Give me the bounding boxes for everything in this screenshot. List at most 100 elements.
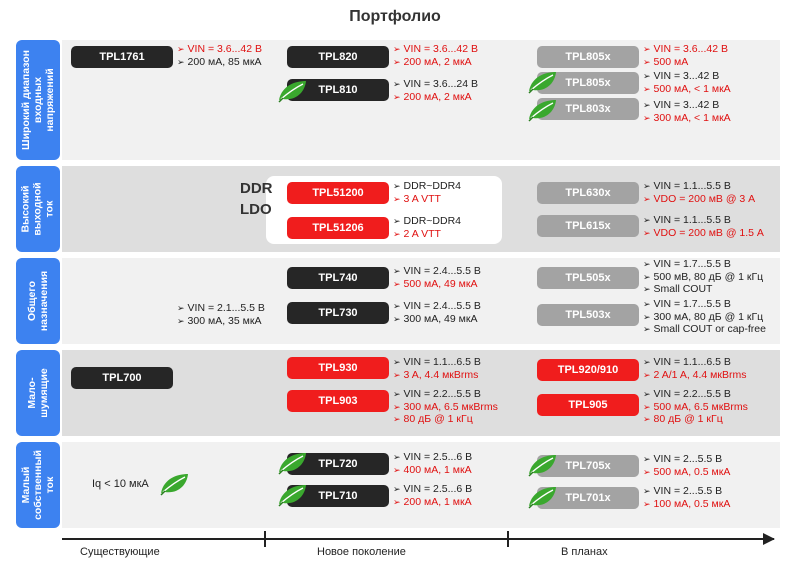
product-tpl615x: TPL615x	[537, 215, 639, 237]
spec-line: ➢ 100 мА, 0.5 мкА	[643, 498, 730, 511]
product-tpl1761: TPL1761	[71, 46, 173, 68]
arrow-bullet-icon: ➢	[643, 498, 651, 509]
arrow-bullet-icon: ➢	[643, 311, 651, 322]
spec-list: ➢ VIN = 1.1...6.5 В ➢ 2 A/1 A, 4.4 мкBrms	[643, 356, 746, 381]
spec-text: DDR~DDR4	[403, 180, 462, 192]
spec-text: VIN = 1.1...5.5 В	[653, 214, 731, 226]
spec-line: ➢ VIN = 1.1...6.5 В	[643, 356, 746, 369]
spec-line: ➢ 300 мА, 35 мкА	[177, 315, 265, 328]
spec-line: ➢ 80 дБ @ 1 кГц	[643, 413, 748, 426]
product-tpl920-910: TPL920/910	[537, 359, 639, 381]
spec-line: ➢ VIN = 3.6...42 В	[177, 43, 262, 56]
product-tpl51200: TPL51200	[287, 182, 389, 204]
leaf-icon	[526, 98, 558, 122]
spec-line: ➢ VIN = 1.1...5.5 В	[643, 214, 764, 227]
timeline-label-new-generation: Новое поколение	[317, 546, 406, 558]
category-label: Высокий выходной ток	[20, 182, 56, 236]
arrow-bullet-icon: ➢	[393, 278, 401, 289]
category-label: Мало- шумящие	[26, 368, 51, 418]
arrow-bullet-icon: ➢	[393, 228, 401, 239]
spec-line: ➢ Small COUT or cap-free	[643, 323, 766, 336]
arrow-bullet-icon: ➢	[643, 83, 651, 94]
page-title: Портфолио	[349, 8, 441, 25]
category-high-current: Высокий выходной ток	[16, 166, 60, 252]
spec-line: ➢ VDO = 200 мВ @ 3 A	[643, 193, 755, 206]
spec-line: ➢ 200 мА, 2 мкА	[393, 91, 478, 104]
spec-line: ➢ VIN = 3.6...42 В	[643, 43, 728, 56]
arrow-bullet-icon: ➢	[643, 389, 651, 399]
spec-text: VIN = 2.2...5.5 В	[653, 388, 731, 400]
spec-text: VIN = 2.4...5.5 В	[403, 265, 481, 277]
spec-list: ➢ VIN = 3.6...24 В ➢ 200 мА, 2 мкА	[393, 78, 478, 103]
spec-text: 300 мА, 49 мкА	[403, 312, 478, 325]
arrow-bullet-icon: ➢	[643, 44, 651, 54]
iq-label: Iq < 10 мкА	[92, 478, 149, 490]
arrow-bullet-icon: ➢	[393, 91, 401, 102]
spec-text: 300 мА, 80 дБ @ 1 кГц	[653, 310, 764, 323]
spec-list: ➢ VIN = 2.5...6 В ➢ 400 мА, 1 мкА	[393, 451, 472, 476]
spec-text: VIN = 2.4...5.5 В	[403, 300, 481, 312]
product-tpl930: TPL930	[287, 357, 389, 379]
spec-line: ➢ 3 A VTT	[393, 193, 461, 206]
timeline-tick	[507, 531, 509, 547]
spec-text: VDO = 200 мВ @ 3 A	[653, 192, 756, 205]
category-label: Общего назначения	[26, 270, 50, 332]
leaf-icon	[158, 472, 190, 496]
product-tpl730: TPL730	[287, 302, 389, 324]
spec-text: 500 мА, < 1 мкА	[653, 82, 731, 95]
arrow-bullet-icon: ➢	[393, 193, 401, 204]
spec-line: ➢ 200 мА, 85 мкА	[177, 56, 262, 69]
category-low-iq: Малый собственный ток	[16, 442, 60, 528]
arrow-bullet-icon: ➢	[393, 496, 401, 507]
spec-text: VIN = 3.6...42 В	[653, 43, 728, 55]
spec-text: VIN = 1.1...6.5 В	[653, 356, 731, 368]
spec-line: ➢ VIN = 2.2...5.5 В	[643, 388, 748, 401]
arrow-bullet-icon: ➢	[643, 215, 651, 225]
spec-text: VIN = 2.5...6 В	[403, 451, 473, 463]
ddr-ldo-label: DDR LDO	[240, 180, 273, 218]
spec-line: ➢ 300 мА, 80 дБ @ 1 кГц	[643, 311, 766, 324]
leaf-icon	[276, 79, 308, 103]
spec-line: ➢ 3 A, 4.4 мкBrms	[393, 369, 481, 382]
spec-text: VIN = 2...5.5 В	[653, 485, 723, 497]
spec-list: ➢ VIN = 3.6...42 В ➢ 200 мА, 85 мкА	[177, 43, 262, 68]
spec-text: Small COUT	[653, 283, 713, 295]
spec-list: ➢ VIN = 1.1...6.5 В ➢ 3 A, 4.4 мкBrms	[393, 356, 481, 381]
spec-line: ➢ VIN = 2.1...5.5 В	[177, 302, 265, 315]
arrow-bullet-icon: ➢	[643, 284, 651, 294]
product-tpl51206: TPL51206	[287, 217, 389, 239]
spec-list: ➢ VIN = 3.6...42 В ➢ 200 мА, 2 мкА	[393, 43, 478, 68]
arrow-bullet-icon: ➢	[643, 357, 651, 367]
spec-list: ➢ VIN = 3...42 В ➢ 500 мА, < 1 мкА	[643, 70, 731, 95]
leaf-icon	[276, 451, 308, 475]
spec-list: ➢ VIN = 1.1...5.5 В ➢ VDO = 200 мВ @ 3 A	[643, 180, 755, 205]
spec-line: ➢ DDR~DDR4	[393, 180, 461, 193]
spec-text: VIN = 1.7...5.5 В	[653, 298, 731, 310]
spec-line: ➢ VIN = 2.4...5.5 В	[393, 265, 481, 278]
arrow-bullet-icon: ➢	[393, 216, 401, 226]
product-tpl805x: TPL805x	[537, 46, 639, 68]
product-tpl810: TPL810	[287, 79, 389, 101]
spec-line: ➢ 300 мА, < 1 мкА	[643, 112, 731, 125]
arrow-bullet-icon: ➢	[643, 299, 651, 309]
spec-text: 3 A, 4.4 мкBrms	[403, 368, 479, 381]
product-tpl630x: TPL630x	[537, 182, 639, 204]
arrow-bullet-icon: ➢	[643, 324, 651, 334]
spec-line: ➢ 500 мВ, 80 дБ @ 1 кГц	[643, 271, 763, 284]
spec-text: DDR~DDR4	[403, 215, 462, 227]
spec-line: ➢ 2 A/1 A, 4.4 мкBrms	[643, 369, 746, 382]
leaf-icon	[526, 453, 558, 477]
spec-text: 500 мВ, 80 дБ @ 1 кГц	[653, 270, 764, 283]
spec-text: 300 мА, 6.5 мкBrms	[403, 400, 498, 413]
spec-list: ➢ VIN = 2...5.5 В ➢ 100 мА, 0.5 мкА	[643, 485, 730, 510]
spec-text: VIN = 3...42 В	[653, 70, 720, 82]
spec-line: ➢ 500 мА, 6.5 мкBrms	[643, 401, 748, 414]
product-tpl720: TPL720	[287, 453, 389, 475]
spec-list: ➢ VIN = 2...5.5 В ➢ 500 мА, 0.5 мкА	[643, 453, 730, 478]
timeline-tick	[264, 531, 266, 547]
arrow-bullet-icon: ➢	[643, 259, 651, 269]
spec-list: ➢ VIN = 3.6...42 В ➢ 500 мА	[643, 43, 728, 68]
arrow-bullet-icon: ➢	[393, 369, 401, 380]
spec-line: ➢ VIN = 1.1...5.5 В	[643, 180, 755, 193]
arrow-bullet-icon: ➢	[393, 44, 401, 54]
